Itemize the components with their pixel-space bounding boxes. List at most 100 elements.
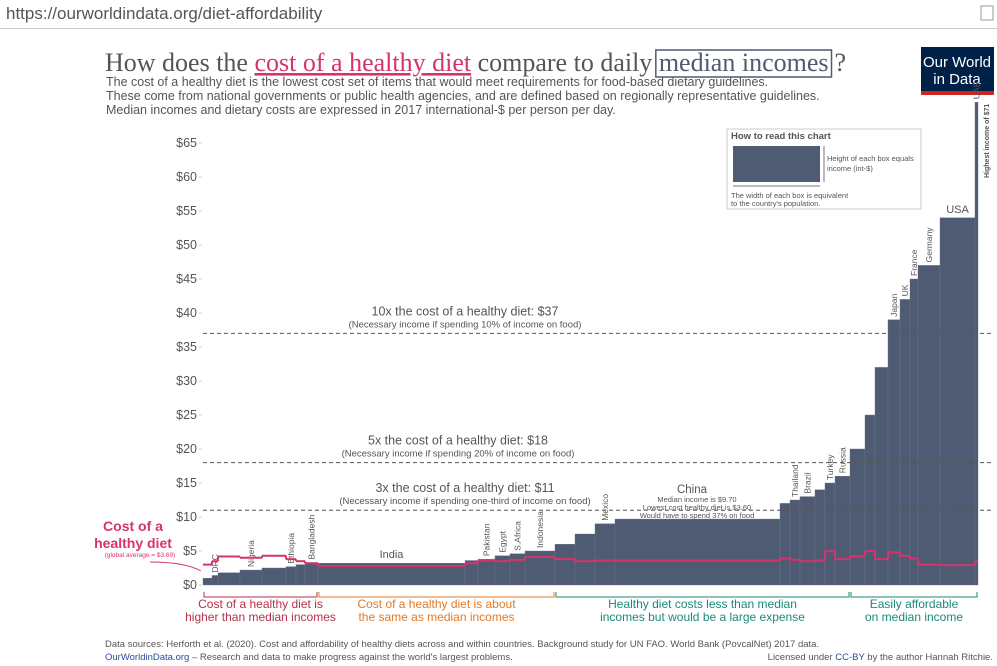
bar-label: India bbox=[380, 549, 405, 561]
china-note: Would have to spend 37% on food bbox=[640, 511, 755, 520]
bar bbox=[524, 550, 556, 586]
bar bbox=[285, 566, 297, 586]
bar bbox=[477, 558, 496, 586]
bar-label: Nigeria bbox=[246, 540, 256, 567]
group-bracket bbox=[203, 592, 318, 598]
logo-strip bbox=[921, 91, 994, 95]
how-to-note: The width of each box is equivalent bbox=[731, 191, 849, 200]
logo-text: Our World bbox=[923, 54, 991, 71]
y-tick-label: $40 bbox=[176, 306, 197, 320]
bar bbox=[789, 499, 801, 586]
browser-icon[interactable] bbox=[980, 5, 994, 21]
subtitle: These come from national governments or … bbox=[106, 89, 820, 103]
bar-label: Turkey bbox=[825, 454, 835, 480]
bar bbox=[899, 299, 911, 586]
bar bbox=[974, 101, 979, 586]
group-bracket bbox=[318, 592, 555, 598]
title-part: median incomes bbox=[659, 48, 829, 77]
y-tick-label: $20 bbox=[176, 442, 197, 456]
diet-average: (global average = $3.69) bbox=[105, 552, 176, 559]
y-tick-label: $0 bbox=[183, 578, 197, 592]
how-to-note: Height of each box equals bbox=[827, 154, 914, 163]
bar bbox=[824, 482, 836, 586]
bar bbox=[494, 555, 511, 586]
how-to-title: How to read this chart bbox=[731, 131, 832, 142]
diet-label: Cost of a bbox=[103, 518, 163, 534]
reference-label: 10x the cost of a healthy diet: $37 bbox=[372, 304, 559, 318]
group-label: Cost of a healthy diet is about bbox=[357, 597, 516, 611]
bar-label: Pakistan bbox=[482, 523, 492, 556]
bar bbox=[909, 278, 919, 586]
url[interactable]: https://ourworldindata.org/diet-affordab… bbox=[6, 4, 323, 23]
y-tick-label: $60 bbox=[176, 170, 197, 184]
chart-title: How does the cost of a healthy diet comp… bbox=[105, 48, 846, 77]
title-part: ? bbox=[835, 48, 847, 77]
logo[interactable] bbox=[921, 47, 994, 95]
reference-note: (Necessary income if spending 10% of inc… bbox=[349, 319, 582, 330]
bar-label: S.Africa bbox=[513, 521, 523, 551]
group-bracket bbox=[555, 592, 850, 598]
bar bbox=[554, 544, 576, 586]
y-tick-label: $45 bbox=[176, 272, 197, 286]
bar bbox=[939, 217, 976, 586]
bar bbox=[217, 572, 241, 586]
license-text: Licensed under bbox=[768, 652, 836, 663]
title-part: cost of a healthy diet bbox=[254, 48, 471, 77]
group-label: Easily affordable bbox=[870, 597, 959, 611]
group-label: on median income bbox=[865, 610, 963, 624]
y-tick-label: $15 bbox=[176, 476, 197, 490]
diet-label: healthy diet bbox=[94, 535, 172, 551]
bar-label: Indonesia bbox=[535, 511, 545, 548]
bar bbox=[917, 265, 941, 586]
bar-label: DRC bbox=[210, 554, 220, 572]
group-bracket bbox=[850, 592, 978, 598]
bar bbox=[779, 503, 791, 586]
bar-label: Ethiopia bbox=[286, 533, 296, 564]
bar bbox=[261, 567, 287, 586]
bar-label: Japan bbox=[889, 293, 899, 316]
reference-note: (Necessary income if spending 20% of inc… bbox=[342, 449, 575, 460]
group-label: Cost of a healthy diet is bbox=[198, 597, 323, 611]
reference-note: (Necessary income if spending one-third … bbox=[339, 496, 590, 507]
y-tick-label: $30 bbox=[176, 374, 197, 388]
diet-arrow bbox=[149, 561, 202, 572]
bar-label: Brazil bbox=[803, 472, 813, 493]
group-label: incomes but would be a large expense bbox=[600, 610, 805, 624]
site-link[interactable]: OurWorldinData.org bbox=[105, 652, 189, 663]
subtitle: Median incomes and dietary costs are exp… bbox=[106, 103, 616, 117]
title-box bbox=[655, 49, 833, 78]
license-text: by the author Hannah Ritchie. bbox=[865, 652, 993, 663]
license: Licensed under CC-BY by the author Hanna… bbox=[768, 652, 993, 663]
bar-label: Germany bbox=[924, 227, 934, 263]
group-label: the same as median incomes bbox=[358, 610, 514, 624]
bar bbox=[574, 533, 596, 586]
sources: Data sources: Herforth et al. (2020). Co… bbox=[105, 639, 819, 650]
address-bar bbox=[0, 0, 997, 28]
bar bbox=[239, 569, 263, 586]
bar bbox=[614, 518, 781, 586]
how-to-note: to the country's population. bbox=[731, 199, 820, 208]
reference-label: 3x the cost of a healthy diet: $11 bbox=[375, 481, 554, 495]
bar-label: Bangladesh bbox=[307, 514, 317, 559]
how-to-sample bbox=[733, 146, 820, 182]
group-label: higher than median incomes bbox=[185, 610, 336, 624]
how-to-note: income (int-$) bbox=[827, 164, 873, 173]
group-label: Healthy diet costs less than median bbox=[608, 597, 797, 611]
title-part: compare to daily bbox=[471, 48, 659, 77]
bar bbox=[211, 575, 219, 586]
y-tick-label: $10 bbox=[176, 510, 197, 524]
bar-label: Thailand bbox=[790, 464, 800, 497]
bar bbox=[304, 562, 319, 586]
logo-text: in Data bbox=[933, 71, 981, 88]
tagline: – Research and data to make progress aga… bbox=[189, 652, 512, 663]
bar-label: UAE bbox=[972, 81, 982, 99]
bar bbox=[594, 523, 616, 586]
y-tick-label: $5 bbox=[183, 544, 197, 558]
bar bbox=[874, 367, 889, 586]
y-tick-label: $65 bbox=[176, 136, 197, 150]
y-tick-label: $55 bbox=[176, 204, 197, 218]
license-link[interactable]: CC-BY bbox=[835, 652, 865, 663]
bar bbox=[295, 564, 306, 586]
y-tick-label: $25 bbox=[176, 408, 197, 422]
